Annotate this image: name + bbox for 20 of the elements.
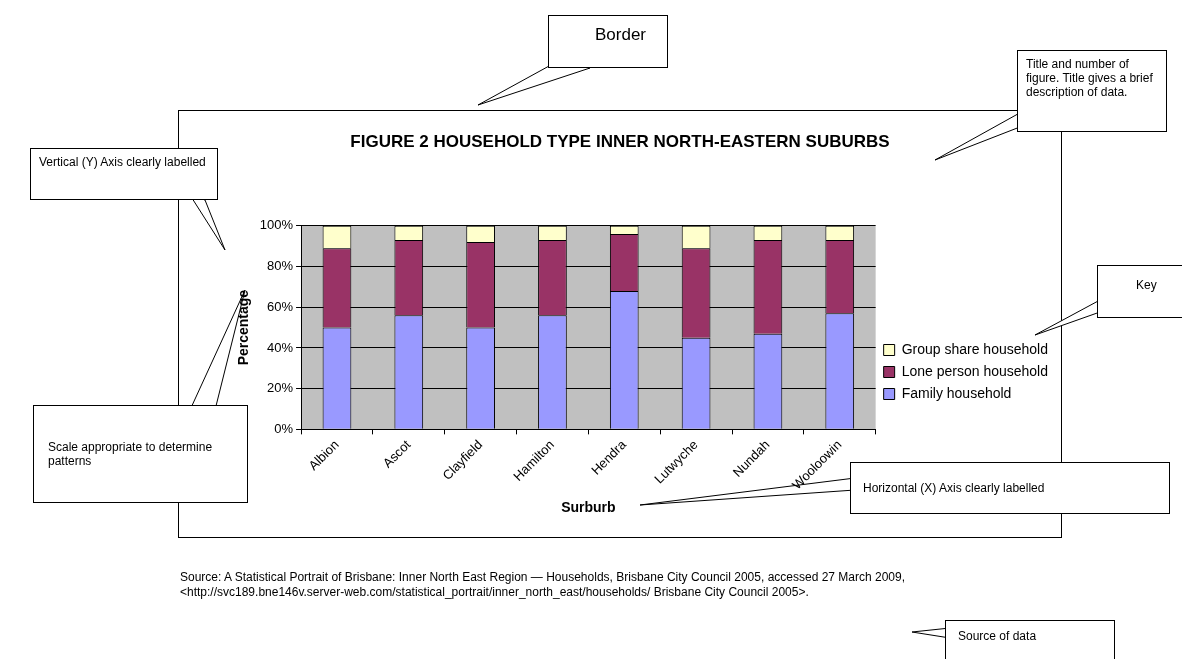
text: Title and number of figure. Title gives a brief description of data. (1017, 50, 1167, 132)
text: Border (548, 15, 668, 68)
y-tick-label: 0% (274, 420, 294, 436)
text: Horizontal (X) Axis clearly labelled (850, 462, 1170, 514)
y-axis-title: Percentage (235, 289, 252, 366)
source-note: Source of data (945, 620, 1115, 659)
y-tick-label: 60% (267, 298, 294, 314)
y-tick-label: 40% (267, 339, 294, 355)
y-tick-label: 80% (267, 258, 294, 274)
legend-label: Lone person household (901, 362, 1048, 379)
text: Key (1097, 265, 1182, 318)
chart-title: FIGURE 2 HOUSEHOLD TYPE INNER NORTH-EASTERN SUBURBS (349, 131, 891, 153)
text: Scale appropriate to determine patterns (33, 405, 248, 503)
text: Vertical (Y) Axis clearly labelled (30, 148, 218, 200)
legend-label: Family household (901, 384, 1012, 401)
legend-label: Group share household (901, 340, 1048, 357)
y-tick-label: 20% (267, 380, 294, 396)
y-tick-label: 100% (259, 217, 294, 233)
source-note: Source: A Statistical Portrait of Brisbane: Inner North East Region — Households, Brisbane City Council 2005, accessed 27 March 2009, <http://svc189.bne146v.server-web.com/statistical_portrait/inner_north_east/households/ Brisbane City Council 2005>. (180, 570, 907, 600)
x-axis-title: Surburb (561, 499, 616, 516)
